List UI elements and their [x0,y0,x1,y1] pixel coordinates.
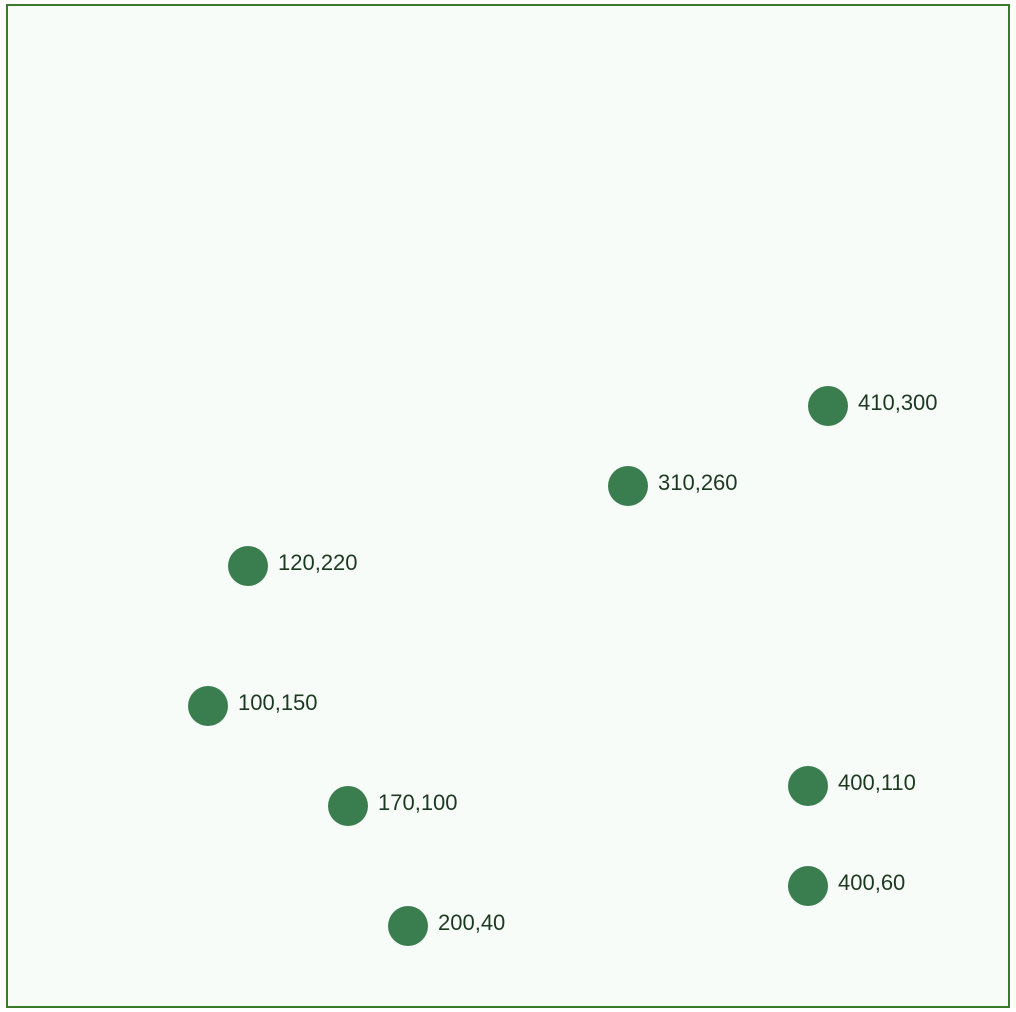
scatter-point [808,386,848,426]
point-label: 100,150 [238,690,318,715]
point-label: 310,260 [658,470,738,495]
scatter-point [228,546,268,586]
scatter-point-group: 200,40 [388,906,505,946]
point-label: 170,100 [378,790,458,815]
point-label: 400,110 [838,770,916,795]
point-label: 200,40 [438,910,505,935]
scatter-point-group: 410,300 [808,386,938,426]
scatter-point [608,466,648,506]
point-label: 400,60 [838,870,905,895]
scatter-point-group: 100,150 [188,686,318,726]
scatter-point-group: 120,220 [228,546,358,586]
scatter-point [188,686,228,726]
scatter-point [788,866,828,906]
scatter-point [788,766,828,806]
point-label: 410,300 [858,390,938,415]
point-label: 120,220 [278,550,358,575]
scatter-point [388,906,428,946]
scatter-point-group: 310,260 [608,466,738,506]
scatter-point-group: 170,100 [328,786,458,826]
scatter-point-group: 400,60 [788,866,905,906]
points-layer: 410,300 310,260 120,220 100,150 170,100 400,1… [188,386,938,946]
chart-frame [6,4,1010,1008]
scatter-point-group: 400,110 [788,766,916,806]
scatter-point [328,786,368,826]
